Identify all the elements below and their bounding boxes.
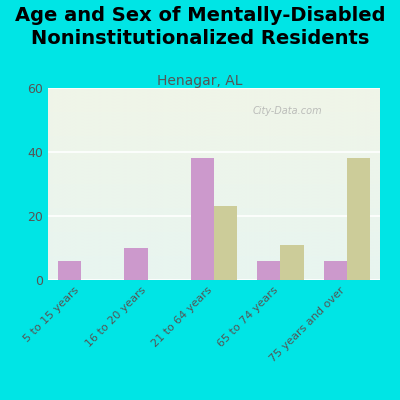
Bar	[58, 261, 81, 280]
Bar	[214, 206, 237, 280]
Bar	[257, 261, 280, 280]
Bar	[191, 158, 214, 280]
Text: Age and Sex of Mentally-Disabled
Noninstitutionalized Residents: Age and Sex of Mentally-Disabled Noninst…	[15, 6, 385, 48]
Bar	[280, 245, 304, 280]
Bar	[347, 158, 370, 280]
Bar	[124, 248, 148, 280]
Text: Henagar, AL: Henagar, AL	[157, 74, 243, 88]
Bar	[324, 261, 347, 280]
Legend: Mentally-disabled males, Mentally-disabled females: Mentally-disabled males, Mentally-disabl…	[118, 397, 310, 400]
Text: City-Data.com: City-Data.com	[252, 106, 322, 116]
